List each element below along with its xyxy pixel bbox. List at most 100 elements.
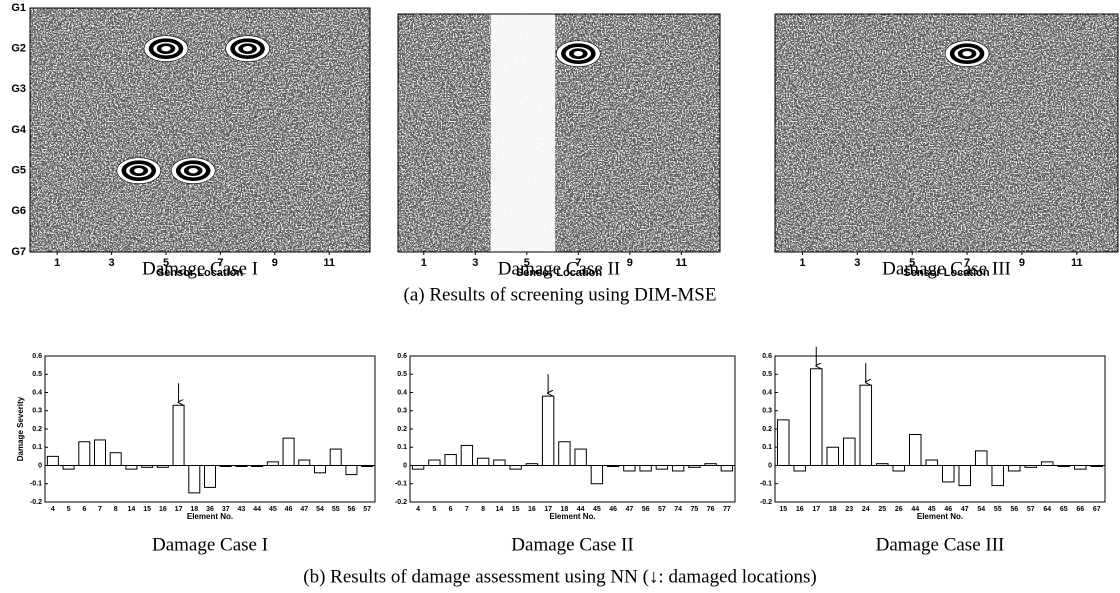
x-tick-label: 18 — [560, 506, 568, 513]
chart-caption: Damage Case I — [142, 258, 258, 279]
contour-ring — [133, 167, 145, 174]
peak — [556, 40, 601, 67]
y-tick-label: 0.2 — [762, 426, 772, 433]
x-tick-label: 66 — [1076, 506, 1084, 513]
y-tick-label: G2 — [11, 43, 26, 55]
chart-caption: Damage Case II — [498, 258, 620, 279]
plot-frame — [397, 13, 721, 253]
y-tick-label: G6 — [11, 205, 26, 217]
x-tick-label: 67 — [1093, 506, 1101, 513]
y-tick-label: 0.5 — [762, 371, 772, 378]
x-tick-label: 47 — [625, 506, 633, 513]
chart-caption: Damage Case I — [152, 534, 268, 555]
x-tick-label: 16 — [159, 506, 167, 513]
bar — [156, 465, 169, 468]
x-axis-label: Element No. — [917, 512, 963, 521]
y-tick-label: 0.1 — [397, 444, 407, 451]
x-tick-label: 26 — [895, 506, 903, 513]
x-tick-label: 64 — [1043, 506, 1051, 513]
bar — [188, 465, 201, 494]
peak — [170, 157, 216, 184]
bar — [892, 465, 906, 472]
y-tick-label: -0.1 — [30, 481, 42, 488]
bar — [1040, 461, 1054, 467]
y-tick-label: 0 — [403, 462, 407, 469]
x-tick-label: 17 — [812, 506, 820, 513]
bar — [859, 384, 873, 467]
x-tick-label: 46 — [609, 506, 617, 513]
x-tick-label: 3 — [854, 257, 860, 269]
x-tick-label: 44 — [253, 506, 261, 513]
y-tick-label: -0.1 — [760, 481, 772, 488]
x-tick-label: 4 — [416, 506, 420, 513]
x-tick-label: 18 — [829, 506, 837, 513]
x-tick-label: 3 — [472, 257, 478, 269]
bar — [525, 463, 539, 466]
y-tick-label: 0.6 — [397, 353, 407, 360]
x-tick-label: 17 — [544, 506, 552, 513]
x-tick-label: 24 — [862, 506, 870, 513]
x-tick-label: 43 — [238, 506, 246, 513]
bar — [793, 465, 807, 472]
y-tick-label: 0.2 — [32, 426, 42, 433]
plot-frame — [29, 7, 371, 253]
bar — [428, 459, 441, 466]
x-tick-label: 25 — [878, 506, 886, 513]
y-tick-label: 0 — [38, 462, 42, 469]
bar — [204, 465, 216, 488]
contour-ring — [961, 50, 973, 57]
bar — [908, 433, 922, 467]
x-tick-label: 9 — [627, 257, 633, 269]
x-tick-label: 77 — [723, 506, 731, 513]
x-tick-label: 45 — [593, 506, 601, 513]
contour-ring — [187, 167, 199, 174]
x-axis-label: Sensor Location — [903, 267, 989, 279]
x-tick-label: 47 — [300, 506, 308, 513]
bar — [125, 465, 138, 470]
x-axis-label: Element No. — [549, 512, 595, 521]
bar — [606, 465, 620, 467]
x-axis-label: Sensor Location — [157, 267, 243, 279]
x-tick-label: 15 — [779, 506, 787, 513]
y-tick-label: 0.5 — [397, 371, 407, 378]
x-tick-label: 36 — [206, 506, 214, 513]
x-tick-label: 74 — [674, 506, 682, 513]
y-tick-label: G1 — [11, 2, 26, 14]
bar — [991, 465, 1005, 487]
bar — [460, 444, 474, 466]
y-tick-label: 0.6 — [32, 353, 42, 360]
x-tick-label: 46 — [944, 506, 952, 513]
contour-ring — [160, 45, 172, 52]
x-tick-label: 37 — [222, 506, 230, 513]
chart-caption: Damage Case III — [882, 258, 1011, 279]
bar — [109, 452, 122, 467]
bar — [875, 463, 889, 466]
bar — [1090, 465, 1104, 467]
plot-frame — [774, 355, 1106, 503]
bar — [476, 457, 490, 467]
bar — [704, 463, 717, 466]
bar — [219, 465, 232, 467]
x-tick-label: 9 — [1019, 257, 1025, 269]
y-tick-label: G3 — [11, 83, 26, 95]
bar — [639, 465, 652, 472]
bar — [671, 465, 685, 472]
x-tick-label: 23 — [845, 506, 853, 513]
x-tick-label: 17 — [175, 506, 183, 513]
x-tick-label: 15 — [512, 506, 520, 513]
x-tick-label: 54 — [316, 506, 324, 513]
x-tick-label: 57 — [658, 506, 666, 513]
bar — [720, 465, 734, 472]
y-axis-label: Damage Severity — [16, 396, 25, 461]
x-axis-label: Sensor Location — [516, 267, 602, 279]
bar — [1057, 465, 1071, 467]
bar — [361, 465, 374, 467]
bar — [623, 465, 636, 472]
y-tick-label: 0.1 — [32, 444, 42, 451]
y-tick-label: 0.2 — [397, 426, 407, 433]
chart-caption: Damage Case II — [511, 534, 633, 555]
bar — [842, 437, 856, 466]
y-tick-label: -0.2 — [760, 499, 772, 506]
x-tick-label: 11 — [323, 257, 335, 269]
x-tick-label: 14 — [495, 506, 503, 513]
